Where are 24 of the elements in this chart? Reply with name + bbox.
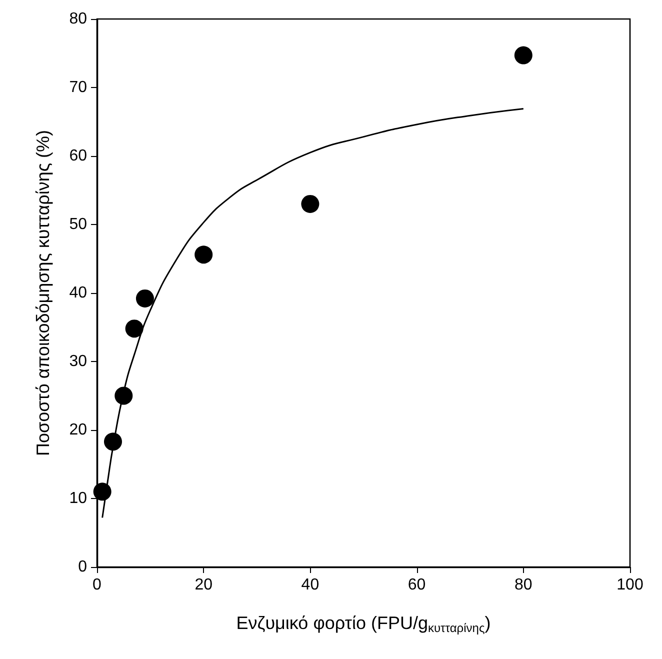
point [194,246,213,264]
y-tick-label: 30 [69,353,88,370]
point [136,289,154,308]
y-tick-label: 70 [69,79,88,96]
point [114,386,133,405]
point [125,320,144,338]
x-tick-label: 40 [301,576,320,594]
y-tick-label: 0 [78,558,88,576]
point [301,194,320,213]
point [104,432,122,451]
x-tick-label: 80 [514,576,532,594]
x-tick-label: 20 [194,576,213,594]
y-tick-label: 40 [69,284,88,302]
y-tick-label: 20 [69,422,88,438]
x-tick-label: 0 [92,576,102,594]
x-tick-label: 60 [408,576,426,594]
y-axis-title: Ποσοστό αποικοδόμησης κυτταρίνης (%) [33,130,53,456]
point [514,46,532,64]
y-tick-label: 50 [69,216,88,233]
y-tick-label: 60 [69,148,88,164]
y-tick-label: 80 [69,10,88,28]
y-tick-label: 10 [69,490,88,507]
x-tick-label: 100 [616,576,644,594]
point [93,482,112,501]
